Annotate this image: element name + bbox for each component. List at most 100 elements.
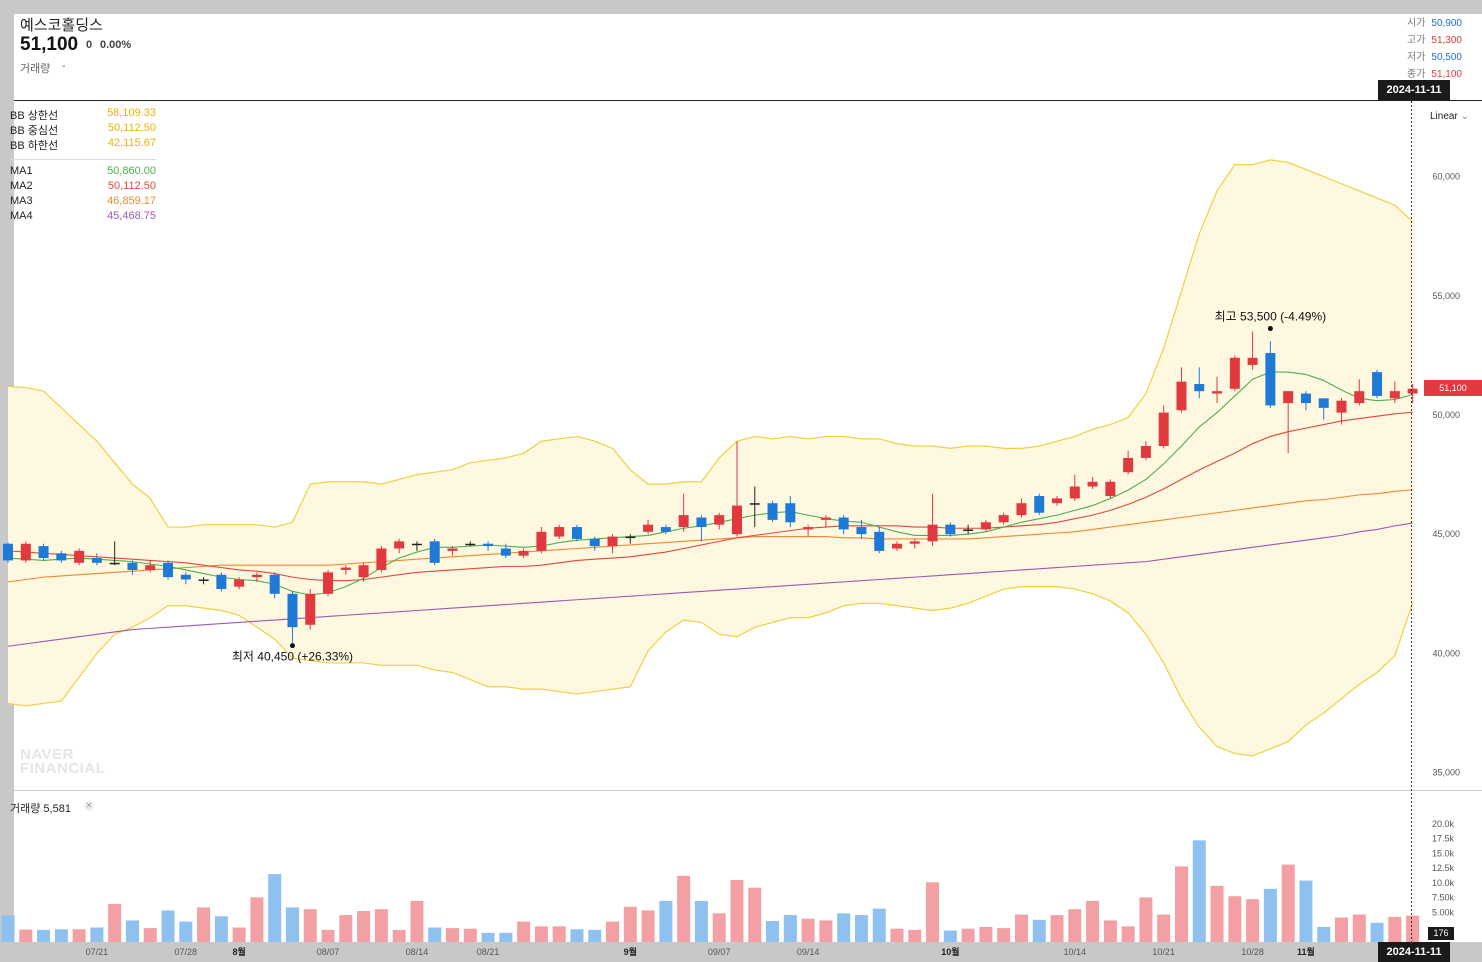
candle-body [483,543,494,547]
candle-body [1069,486,1080,499]
candle-body [980,522,991,530]
low-annotation: 최저 40,450 (+26.33%) [232,650,353,664]
volume-bar [943,930,957,942]
x-axis-band [14,942,1482,962]
y-tick-label: 55,000 [1432,291,1460,301]
candle-body [1034,496,1045,513]
bb-middle-legend: BB 중심선 50,112.50 [10,122,156,137]
volume-bar [357,910,371,942]
volume-bar [1370,922,1384,942]
volume-bar [997,928,1011,942]
volume-bar [463,928,477,942]
volume-tick-label: 7.50k [1432,893,1455,903]
volume-bar [623,906,637,942]
candle-body [1176,381,1187,411]
ma3-line [7,489,1413,583]
volume-bars-group [1,840,1420,942]
candle-body [1265,353,1276,406]
volume-bar [1388,916,1402,942]
high-annotation: 최고 53,500 (-4.49%) [1215,310,1326,324]
candle-body [376,548,387,570]
candle-body [1158,412,1169,446]
volume-bar [90,927,104,942]
volume-bar [1103,920,1117,942]
candle-body [518,550,529,556]
ma2-legend: MA2 50,112.50 [10,180,156,192]
x-tick-label: 09/14 [797,947,820,957]
volume-bar [570,929,584,942]
candle-body [109,562,120,565]
candle-body [411,543,422,546]
y-tick-label: 45,000 [1432,529,1460,539]
candle-body [660,527,671,532]
low-marker [289,643,295,649]
candle-body [589,538,600,547]
stock-header: 예스코홀딩스 51,100 0 0.00% 거래량 - 시가 50,900 고가 5… [14,14,1482,101]
volume-bar [837,913,851,942]
volume-bar [979,926,993,942]
volume-label: 거래량 [20,63,51,75]
ohlc-close: 종가 51,100 [1407,69,1462,80]
candle-body [1105,481,1116,497]
volume-bar [1014,914,1028,942]
candle-body [1300,393,1311,404]
price-change-rate: 0.00% [100,39,132,51]
volume-bar [481,932,495,942]
volume-bar [1032,919,1046,942]
candle-body [838,517,849,530]
volume-bar [1228,896,1242,942]
candle-body [216,574,227,590]
volume-bar [197,907,211,942]
bb-lower-legend: BB 하한선 42,115.67 [10,137,156,152]
candle-body [1389,391,1400,399]
candle-body [1016,503,1027,516]
candle-body [1318,398,1329,408]
close-icon[interactable]: ✕ [84,801,94,811]
candle-body [963,529,974,531]
candle-body [56,553,67,561]
candle-body [1247,357,1258,365]
candle-body [731,505,742,535]
candle-body [874,531,885,551]
legend-divider [10,152,156,160]
ohlc-open: 시가 50,900 [1407,18,1462,29]
candle-body [1052,498,1063,504]
volume-bar [961,928,975,942]
candle-body [38,546,49,559]
volume-bar [428,927,442,942]
volume-bar [890,928,904,942]
candle-body [998,515,1009,523]
y-tick-label: 35,000 [1432,768,1460,778]
candle-body [607,536,618,547]
candle-body [696,517,707,528]
volume-bar [232,927,246,942]
volume-bar [1,915,15,942]
last-volume-badge: 176 [1428,927,1454,940]
scale-mode-toggle[interactable]: Linear ⌄ [1430,111,1469,122]
volume-value: - [62,60,66,72]
candle-body [1194,384,1205,392]
x-tick-label: 07/28 [175,947,198,957]
bb-upper-legend: BB 상한선 58,109.33 [10,107,156,122]
candle-body [945,524,956,535]
candle-body [1123,457,1134,473]
candle-body [820,517,831,520]
volume-bar [1317,926,1331,942]
volume-bar [1299,880,1313,942]
ma3-legend: MA3 46,859.17 [10,195,156,207]
candle-body [394,541,405,549]
volume-bar [214,916,228,942]
ohlc-high: 고가 51,300 [1407,35,1462,46]
candle-body [892,543,902,549]
volume-bar [1210,885,1224,942]
candle-body [269,574,280,594]
volume-bar [268,874,282,942]
candle-body [91,558,102,563]
volume-bar [161,910,175,942]
candle-body [785,503,796,523]
volume-bar [588,929,602,942]
x-tick-label: 10월 [941,946,959,957]
crosshair-date-top: 2024-11-11 [1378,80,1450,100]
volume-tick-label: 12.5k [1432,863,1455,873]
